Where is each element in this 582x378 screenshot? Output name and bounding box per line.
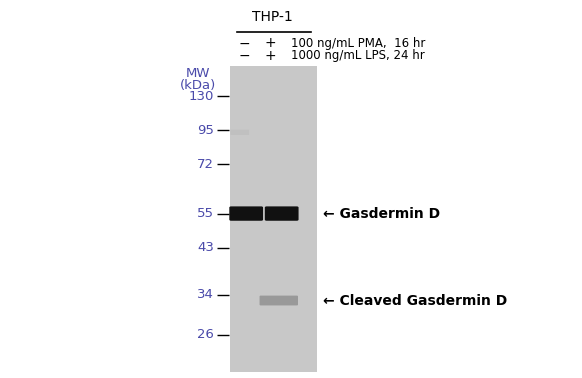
Text: 34: 34 xyxy=(197,288,214,301)
Text: THP-1: THP-1 xyxy=(252,10,293,24)
Text: (kDa): (kDa) xyxy=(180,79,216,91)
FancyBboxPatch shape xyxy=(265,206,299,221)
Text: 130: 130 xyxy=(189,90,214,103)
Text: MW: MW xyxy=(186,67,210,80)
Text: −: − xyxy=(239,49,250,63)
FancyBboxPatch shape xyxy=(229,206,263,221)
Text: 55: 55 xyxy=(197,207,214,220)
Text: +: + xyxy=(265,49,276,63)
Text: 43: 43 xyxy=(197,241,214,254)
Text: ← Cleaved Gasdermin D: ← Cleaved Gasdermin D xyxy=(323,293,508,308)
Text: 26: 26 xyxy=(197,328,214,341)
Text: ← Gasdermin D: ← Gasdermin D xyxy=(323,206,440,221)
Text: −: − xyxy=(239,36,250,51)
Bar xyxy=(230,66,317,372)
Text: +: + xyxy=(265,36,276,51)
FancyBboxPatch shape xyxy=(230,130,249,135)
Text: 95: 95 xyxy=(197,124,214,137)
Text: 100 ng/mL PMA,  16 hr: 100 ng/mL PMA, 16 hr xyxy=(291,37,425,50)
FancyBboxPatch shape xyxy=(260,296,298,305)
Text: 72: 72 xyxy=(197,158,214,171)
Text: 1000 ng/mL LPS, 24 hr: 1000 ng/mL LPS, 24 hr xyxy=(291,50,425,62)
